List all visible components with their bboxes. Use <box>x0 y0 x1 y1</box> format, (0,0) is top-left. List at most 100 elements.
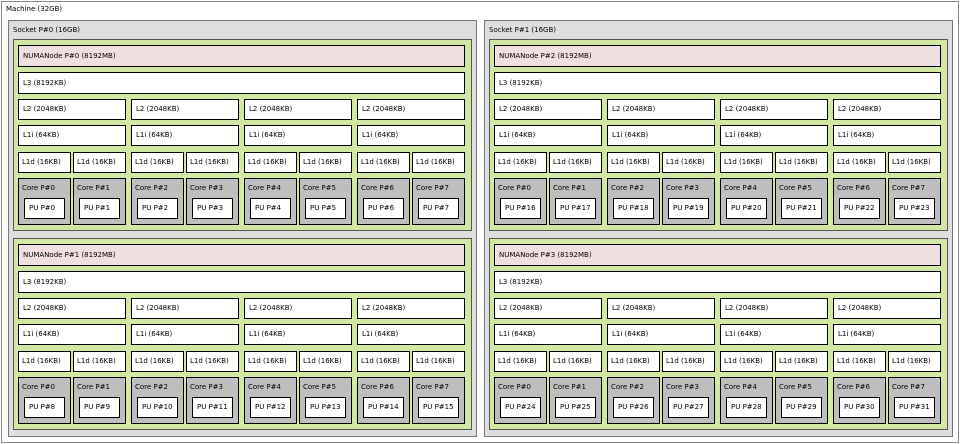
l2-cache-label: L2 (2048KB) <box>362 105 406 113</box>
l1d-cache-label: L1d (16KB) <box>303 158 342 166</box>
l1i-cache-label: L1i (64KB) <box>249 131 286 139</box>
l1d-cache <box>186 351 239 372</box>
l1d-cache <box>18 152 71 173</box>
pu <box>363 397 404 418</box>
l1d-cache <box>244 152 297 173</box>
core-label: Core P#0 <box>498 383 531 391</box>
l2-cache <box>494 298 602 319</box>
l1d-cache <box>833 152 886 173</box>
pu-label: PU P#29 <box>786 403 817 411</box>
pu-label: PU P#14 <box>368 403 399 411</box>
core-label: Core P#0 <box>498 184 531 192</box>
pu <box>894 397 935 418</box>
pu <box>726 198 767 219</box>
l1d-cache <box>186 152 239 173</box>
l1i-cache-label: L1i (64KB) <box>838 131 875 139</box>
l1d-cache <box>299 152 352 173</box>
core-label: Core P#1 <box>553 184 586 192</box>
core-label: Core P#5 <box>779 184 812 192</box>
core-label: Core P#3 <box>190 184 223 192</box>
l2-cache-label: L2 (2048KB) <box>249 304 293 312</box>
l1d-cache-label: L1d (16KB) <box>135 158 174 166</box>
l3-cache <box>494 271 941 293</box>
l1i-cache <box>607 125 715 146</box>
l1i-cache <box>131 324 239 345</box>
l2-cache <box>244 298 352 319</box>
l1d-cache-label: L1d (16KB) <box>361 158 400 166</box>
pu-label: PU P#18 <box>618 204 649 212</box>
l3-cache-label: L3 (8192KB) <box>23 79 67 87</box>
core-label: Core P#6 <box>837 184 870 192</box>
pu-label: PU P#0 <box>29 204 56 212</box>
pu <box>500 198 541 219</box>
numa-label <box>494 244 941 266</box>
pu <box>305 397 346 418</box>
core-label: Core P#4 <box>248 184 281 192</box>
pu <box>24 198 65 219</box>
l2-cache-label: L2 (2048KB) <box>612 304 656 312</box>
l1d-cache-label: L1d (16KB) <box>553 158 592 166</box>
l1d-cache-label: L1d (16KB) <box>892 158 931 166</box>
pu <box>137 397 178 418</box>
l1d-cache <box>888 351 941 372</box>
l3-cache <box>18 271 465 293</box>
pu <box>250 198 291 219</box>
l1i-cache <box>357 324 465 345</box>
l1d-cache <box>662 152 715 173</box>
pu <box>613 198 654 219</box>
pu-label: PU P#31 <box>899 403 930 411</box>
pu-label: PU P#9 <box>84 403 111 411</box>
pu-label: PU P#7 <box>423 204 450 212</box>
l1d-cache-label: L1d (16KB) <box>666 357 705 365</box>
l2-cache <box>357 298 465 319</box>
l3-cache <box>18 72 465 94</box>
l2-cache <box>131 298 239 319</box>
l2-cache <box>833 99 941 120</box>
pu <box>192 397 233 418</box>
core-label: Core P#5 <box>779 383 812 391</box>
l1d-cache-label: L1d (16KB) <box>416 158 455 166</box>
pu-label: PU P#21 <box>786 204 817 212</box>
l1d-cache-label: L1d (16KB) <box>724 357 763 365</box>
core-label: Core P#2 <box>611 383 644 391</box>
l2-cache-label: L2 (2048KB) <box>838 304 882 312</box>
pu <box>613 397 654 418</box>
core-label: Core P#1 <box>77 383 110 391</box>
pu-label: PU P#11 <box>197 403 228 411</box>
numa-label-label: NUMANode P#2 (8192MB) <box>499 52 592 60</box>
l1d-cache <box>888 152 941 173</box>
core-label: Core P#4 <box>724 383 757 391</box>
pu-label: PU P#23 <box>899 204 930 212</box>
l1i-cache-label: L1i (64KB) <box>23 330 60 338</box>
l2-cache-label: L2 (2048KB) <box>499 105 543 113</box>
l1d-cache <box>607 351 660 372</box>
pu <box>418 397 459 418</box>
core-label: Core P#7 <box>892 383 925 391</box>
core-label: Core P#2 <box>611 184 644 192</box>
pu-label: PU P#25 <box>560 403 591 411</box>
l1d-cache-label: L1d (16KB) <box>892 357 931 365</box>
core-label: Core P#2 <box>135 383 168 391</box>
l1i-cache-label: L1i (64KB) <box>136 330 173 338</box>
core-label: Core P#7 <box>416 383 449 391</box>
pu-label: PU P#30 <box>844 403 875 411</box>
l1d-cache <box>18 351 71 372</box>
pu <box>137 198 178 219</box>
pu-label: PU P#13 <box>310 403 341 411</box>
l1i-cache-label: L1i (64KB) <box>725 131 762 139</box>
core-label: Core P#3 <box>190 383 223 391</box>
pu-label: PU P#6 <box>368 204 395 212</box>
l2-cache <box>720 298 828 319</box>
l1i-cache <box>833 125 941 146</box>
pu-label: PU P#17 <box>560 204 591 212</box>
l2-cache <box>18 99 126 120</box>
l1i-cache <box>720 324 828 345</box>
l1d-cache-label: L1d (16KB) <box>779 158 818 166</box>
l1d-cache-label: L1d (16KB) <box>416 357 455 365</box>
pu-label: PU P#2 <box>142 204 169 212</box>
l1d-cache <box>73 351 126 372</box>
l1i-cache <box>131 125 239 146</box>
pu <box>555 397 596 418</box>
l1i-cache-label: L1i (64KB) <box>136 131 173 139</box>
